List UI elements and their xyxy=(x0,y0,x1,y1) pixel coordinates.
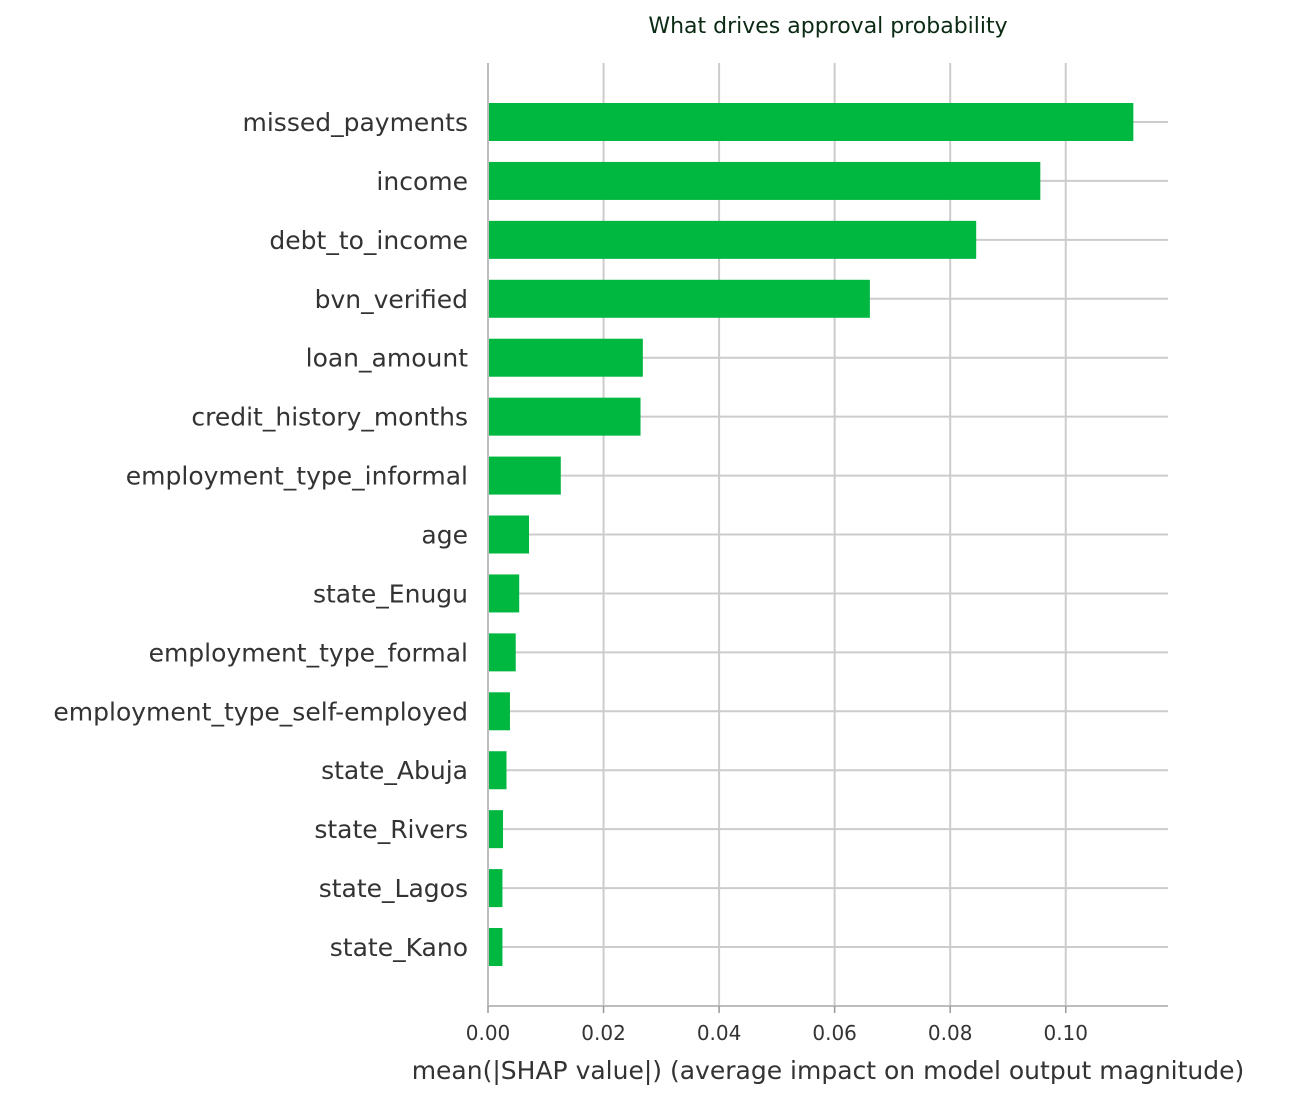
category-label-debt_to_income: debt_to_income xyxy=(269,226,468,255)
bar-state_Lagos xyxy=(488,869,503,908)
bar-state_Enugu xyxy=(488,574,520,613)
bar-age xyxy=(488,515,530,554)
bar-debt_to_income xyxy=(488,220,977,259)
bar-income xyxy=(488,161,1041,200)
bar-missed_payments xyxy=(488,103,1134,141)
bar-bvn_verified xyxy=(488,279,870,318)
category-label-credit_history_months: credit_history_months xyxy=(191,403,468,432)
category-label-state_Kano: state_Kano xyxy=(330,933,468,962)
x-tick-label: 0.10 xyxy=(1043,1021,1088,1045)
bar-loan_amount xyxy=(488,338,643,377)
bar-employment_type_self-employed xyxy=(488,692,510,731)
chart-title: What drives approval probability xyxy=(648,14,1007,39)
category-label-employment_type_self-employed: employment_type_self-employed xyxy=(53,697,468,726)
category-label-state_Enugu: state_Enugu xyxy=(313,579,468,608)
category-label-state_Abuja: state_Abuja xyxy=(321,756,468,785)
category-label-missed_payments: missed_payments xyxy=(243,108,469,137)
category-label-state_Rivers: state_Rivers xyxy=(314,815,468,844)
category-label-employment_type_formal: employment_type_formal xyxy=(149,638,468,667)
x-axis: 0.00 0.02 0.04 0.06 0.08 0.10 xyxy=(466,63,1168,1045)
x-tick-label: 0.02 xyxy=(581,1021,626,1045)
category-label-employment_type_informal: employment_type_informal xyxy=(126,462,468,491)
x-axis-label: mean(|SHAP value|) (average impact on mo… xyxy=(412,1056,1245,1085)
x-tick-label: 0.04 xyxy=(697,1021,742,1045)
category-label-age: age xyxy=(421,521,468,550)
category-label-bvn_verified: bvn_verified xyxy=(315,285,468,314)
bar-employment_type_formal xyxy=(488,633,516,672)
bar-employment_type_informal xyxy=(488,456,561,495)
x-tick-label: 0.06 xyxy=(812,1021,857,1045)
bar-state_Kano xyxy=(488,928,503,967)
bars xyxy=(488,103,1134,967)
bar-credit_history_months xyxy=(488,397,641,436)
gridlines xyxy=(487,63,1168,1006)
category-label-state_Lagos: state_Lagos xyxy=(319,874,468,903)
bar-state_Rivers xyxy=(488,810,504,849)
x-tick-label: 0.08 xyxy=(928,1021,973,1045)
x-tick-label: 0.00 xyxy=(466,1021,511,1045)
category-label-loan_amount: loan_amount xyxy=(306,344,469,373)
bar-state_Abuja xyxy=(488,751,507,790)
category-label-income: income xyxy=(376,167,468,196)
